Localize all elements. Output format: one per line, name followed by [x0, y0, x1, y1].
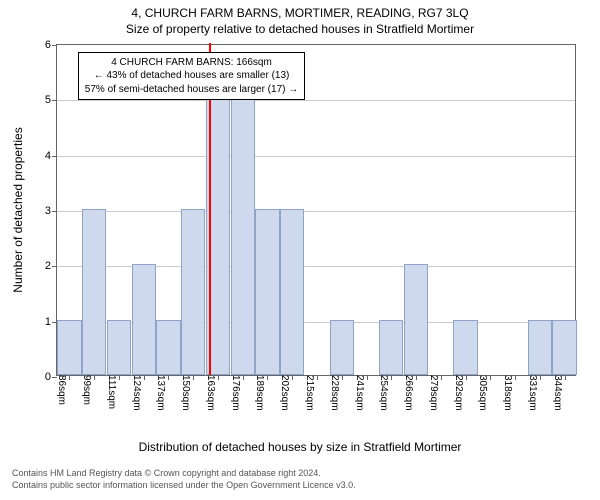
- xtick-label: 279sqm: [428, 375, 445, 411]
- annotation-box: 4 CHURCH FARM BARNS: 166sqm← 43% of deta…: [78, 52, 305, 101]
- xtick-label: 111sqm: [106, 375, 123, 409]
- plot-area: 012345686sqm99sqm111sqm124sqm137sqm150sq…: [56, 44, 576, 376]
- histogram-bar: [82, 209, 106, 375]
- xtick-label: 163sqm: [205, 375, 222, 411]
- annotation-line: 57% of semi-detached houses are larger (…: [85, 83, 298, 97]
- gridline: [57, 211, 575, 212]
- x-axis-label: Distribution of detached houses by size …: [0, 440, 600, 454]
- xtick-label: 254sqm: [378, 375, 395, 411]
- xtick-label: 305sqm: [477, 375, 494, 411]
- histogram-bar: [181, 209, 205, 375]
- xtick-label: 202sqm: [279, 375, 296, 411]
- ytick-label: 1: [45, 316, 57, 328]
- ytick-label: 2: [45, 260, 57, 272]
- ytick-label: 6: [45, 39, 57, 51]
- xtick-label: 189sqm: [254, 375, 271, 411]
- xtick-label: 215sqm: [304, 375, 321, 411]
- y-axis-label: Number of detached properties: [11, 127, 25, 292]
- chart-title-address: 4, CHURCH FARM BARNS, MORTIMER, READING,…: [0, 6, 600, 20]
- histogram-bar: [552, 320, 576, 375]
- annotation-line: ← 43% of detached houses are smaller (13…: [85, 69, 298, 83]
- footer-copyright-1: Contains HM Land Registry data © Crown c…: [12, 468, 321, 480]
- histogram-bar: [231, 98, 255, 375]
- histogram-bar: [528, 320, 552, 375]
- xtick-label: 331sqm: [527, 375, 544, 411]
- xtick-label: 150sqm: [180, 375, 197, 411]
- footer-copyright-2: Contains public sector information licen…: [12, 480, 356, 492]
- xtick-label: 241sqm: [354, 375, 371, 411]
- xtick-label: 318sqm: [502, 375, 519, 411]
- ytick-label: 4: [45, 150, 57, 162]
- ytick-label: 5: [45, 94, 57, 106]
- histogram-bar: [255, 209, 279, 375]
- histogram-bar: [453, 320, 477, 375]
- xtick-label: 228sqm: [329, 375, 346, 411]
- xtick-label: 86sqm: [56, 375, 73, 405]
- histogram-bar: [107, 320, 131, 375]
- xtick-label: 344sqm: [552, 375, 569, 411]
- histogram-bar: [57, 320, 81, 375]
- xtick-label: 137sqm: [155, 375, 172, 411]
- xtick-label: 99sqm: [81, 375, 98, 405]
- xtick-label: 266sqm: [403, 375, 420, 411]
- histogram-chart: 4, CHURCH FARM BARNS, MORTIMER, READING,…: [0, 0, 600, 500]
- histogram-bar: [156, 320, 180, 375]
- histogram-bar: [132, 264, 156, 375]
- histogram-bar: [330, 320, 354, 375]
- gridline: [57, 156, 575, 157]
- xtick-label: 292sqm: [453, 375, 470, 411]
- chart-subtitle: Size of property relative to detached ho…: [0, 22, 600, 36]
- ytick-label: 3: [45, 205, 57, 217]
- gridline: [57, 100, 575, 101]
- histogram-bar: [404, 264, 428, 375]
- xtick-label: 124sqm: [131, 375, 148, 411]
- histogram-bar: [280, 209, 304, 375]
- xtick-label: 176sqm: [230, 375, 247, 411]
- histogram-bar: [379, 320, 403, 375]
- annotation-line: 4 CHURCH FARM BARNS: 166sqm: [85, 56, 298, 70]
